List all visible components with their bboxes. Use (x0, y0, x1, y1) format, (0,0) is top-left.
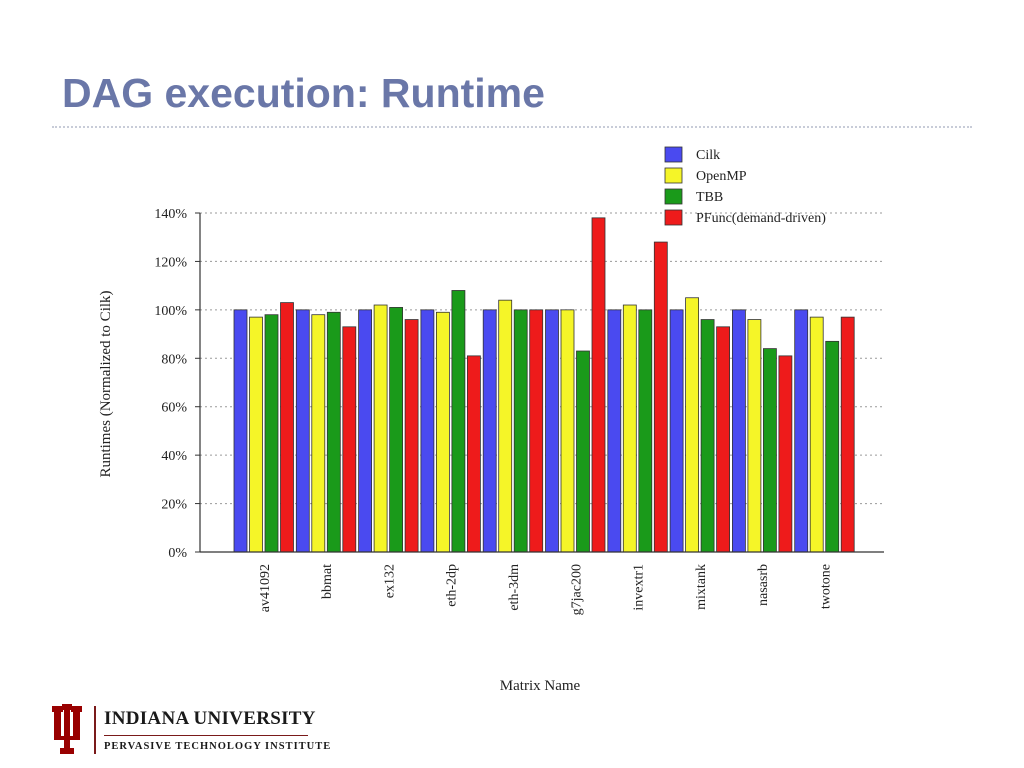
bar-eth-3dm-tbb (513, 309, 528, 553)
bar-mixtank-openmp (685, 297, 699, 553)
bar-eth-2dp-cilk (420, 309, 435, 553)
bar-av41092-pfunc-demand-driven- (280, 302, 294, 553)
legend-swatch (664, 146, 683, 163)
bar-nasasrb-pfunc-demand-driven- (778, 355, 793, 553)
bar-nasasrb-cilk (732, 309, 746, 553)
y-axis-title: Runtimes (Normalized to Cilk) (98, 290, 114, 477)
axis-labels: 0% 20% 40% 60% 80% 100% 120% 140% av41092 bbmat ex… (98, 207, 833, 694)
legend-swatch (664, 167, 683, 184)
bar-av41092-tbb (264, 314, 279, 553)
bar-av41092-openmp (249, 316, 263, 553)
x-tick-label: invextr1 (632, 564, 647, 611)
bar-eth-3dm-openmp (498, 299, 513, 553)
institute-name: PERVASIVE TECHNOLOGY INSTITUTE (104, 741, 332, 752)
x-axis-title: Matrix Name (500, 678, 581, 694)
y-tick-label: 40% (161, 449, 187, 464)
y-tick-label: 100% (154, 304, 187, 319)
bar-invextr1-openmp (622, 304, 637, 553)
bar-mixtank-tbb (700, 319, 715, 553)
x-tick-label: bbmat (320, 564, 335, 599)
bar-eth-2dp-openmp (435, 311, 450, 553)
y-tick-label: 80% (161, 352, 187, 367)
title-divider (52, 126, 972, 128)
y-tick-label: 20% (161, 498, 187, 513)
slide-title: DAG execution: Runtime (62, 70, 545, 116)
x-tick-label: twotone (818, 564, 833, 609)
bar-twotone-cilk (794, 309, 809, 553)
bar-eth-2dp-tbb (451, 290, 466, 553)
bar-bbmat-openmp (311, 314, 326, 553)
y-tick-label: 60% (161, 401, 187, 416)
bar-g7jac200-openmp (560, 309, 575, 553)
bar-bbmat-cilk (295, 309, 310, 553)
bar-g7jac200-pfunc-demand-driven- (591, 217, 606, 553)
legend-label: TBB (696, 190, 723, 205)
bar-eth-2dp-pfunc-demand-driven- (466, 355, 481, 553)
logo-rule (104, 735, 308, 736)
bar-invextr1-cilk (607, 309, 622, 553)
bars (233, 217, 855, 553)
bar-bbmat-pfunc-demand-driven- (342, 326, 357, 553)
bar-ex132-cilk (358, 309, 373, 553)
bar-g7jac200-tbb (576, 350, 590, 553)
iu-trident-icon (52, 704, 82, 754)
x-tick-label: av41092 (258, 564, 273, 612)
x-tick-label: g7jac200 (569, 564, 584, 615)
bar-mixtank-cilk (669, 309, 684, 553)
y-tick-label: 120% (154, 255, 187, 270)
bar-av41092-cilk (233, 309, 248, 553)
y-tick-label: 0% (168, 546, 187, 561)
bar-ex132-openmp (373, 304, 388, 553)
bar-invextr1-tbb (638, 309, 653, 553)
legend-label: Cilk (696, 148, 720, 163)
legend-swatch (664, 188, 683, 205)
legend-label: PFunc(demand-driven) (696, 211, 826, 226)
x-tick-label: nasasrb (756, 564, 771, 606)
bar-twotone-tbb (825, 340, 840, 553)
university-name: INDIANA UNIVERSITY (104, 708, 316, 729)
y-tick-label: 140% (154, 207, 187, 222)
bar-nasasrb-openmp (747, 319, 762, 553)
legend-label: OpenMP (696, 169, 747, 184)
x-tick-label: ex132 (382, 564, 397, 598)
bar-eth-3dm-cilk (482, 309, 497, 553)
bar-mixtank-pfunc-demand-driven- (716, 326, 730, 553)
legend: Cilk OpenMP TBB PFunc(demand-driven) (664, 146, 826, 226)
logo-divider (94, 706, 96, 754)
bar-ex132-tbb (389, 307, 404, 553)
bar-g7jac200-cilk (545, 309, 559, 553)
x-tick-label: eth-2dp (445, 564, 460, 607)
bar-twotone-openmp (809, 316, 824, 553)
axes (195, 212, 884, 553)
bar-nasasrb-tbb (763, 348, 777, 553)
bar-ex132-pfunc-demand-driven- (404, 319, 419, 553)
bar-eth-3dm-pfunc-demand-driven- (529, 309, 544, 553)
bar-bbmat-tbb (326, 311, 341, 553)
indiana-university-logo: INDIANA UNIVERSITY PERVASIVE TECHNOLOGY … (50, 702, 330, 758)
x-tick-label: eth-3dm (507, 564, 522, 611)
legend-swatch (664, 209, 683, 226)
bar-twotone-pfunc-demand-driven- (840, 316, 855, 553)
bar-invextr1-pfunc-demand-driven- (653, 241, 668, 553)
x-tick-label: mixtank (694, 564, 709, 610)
